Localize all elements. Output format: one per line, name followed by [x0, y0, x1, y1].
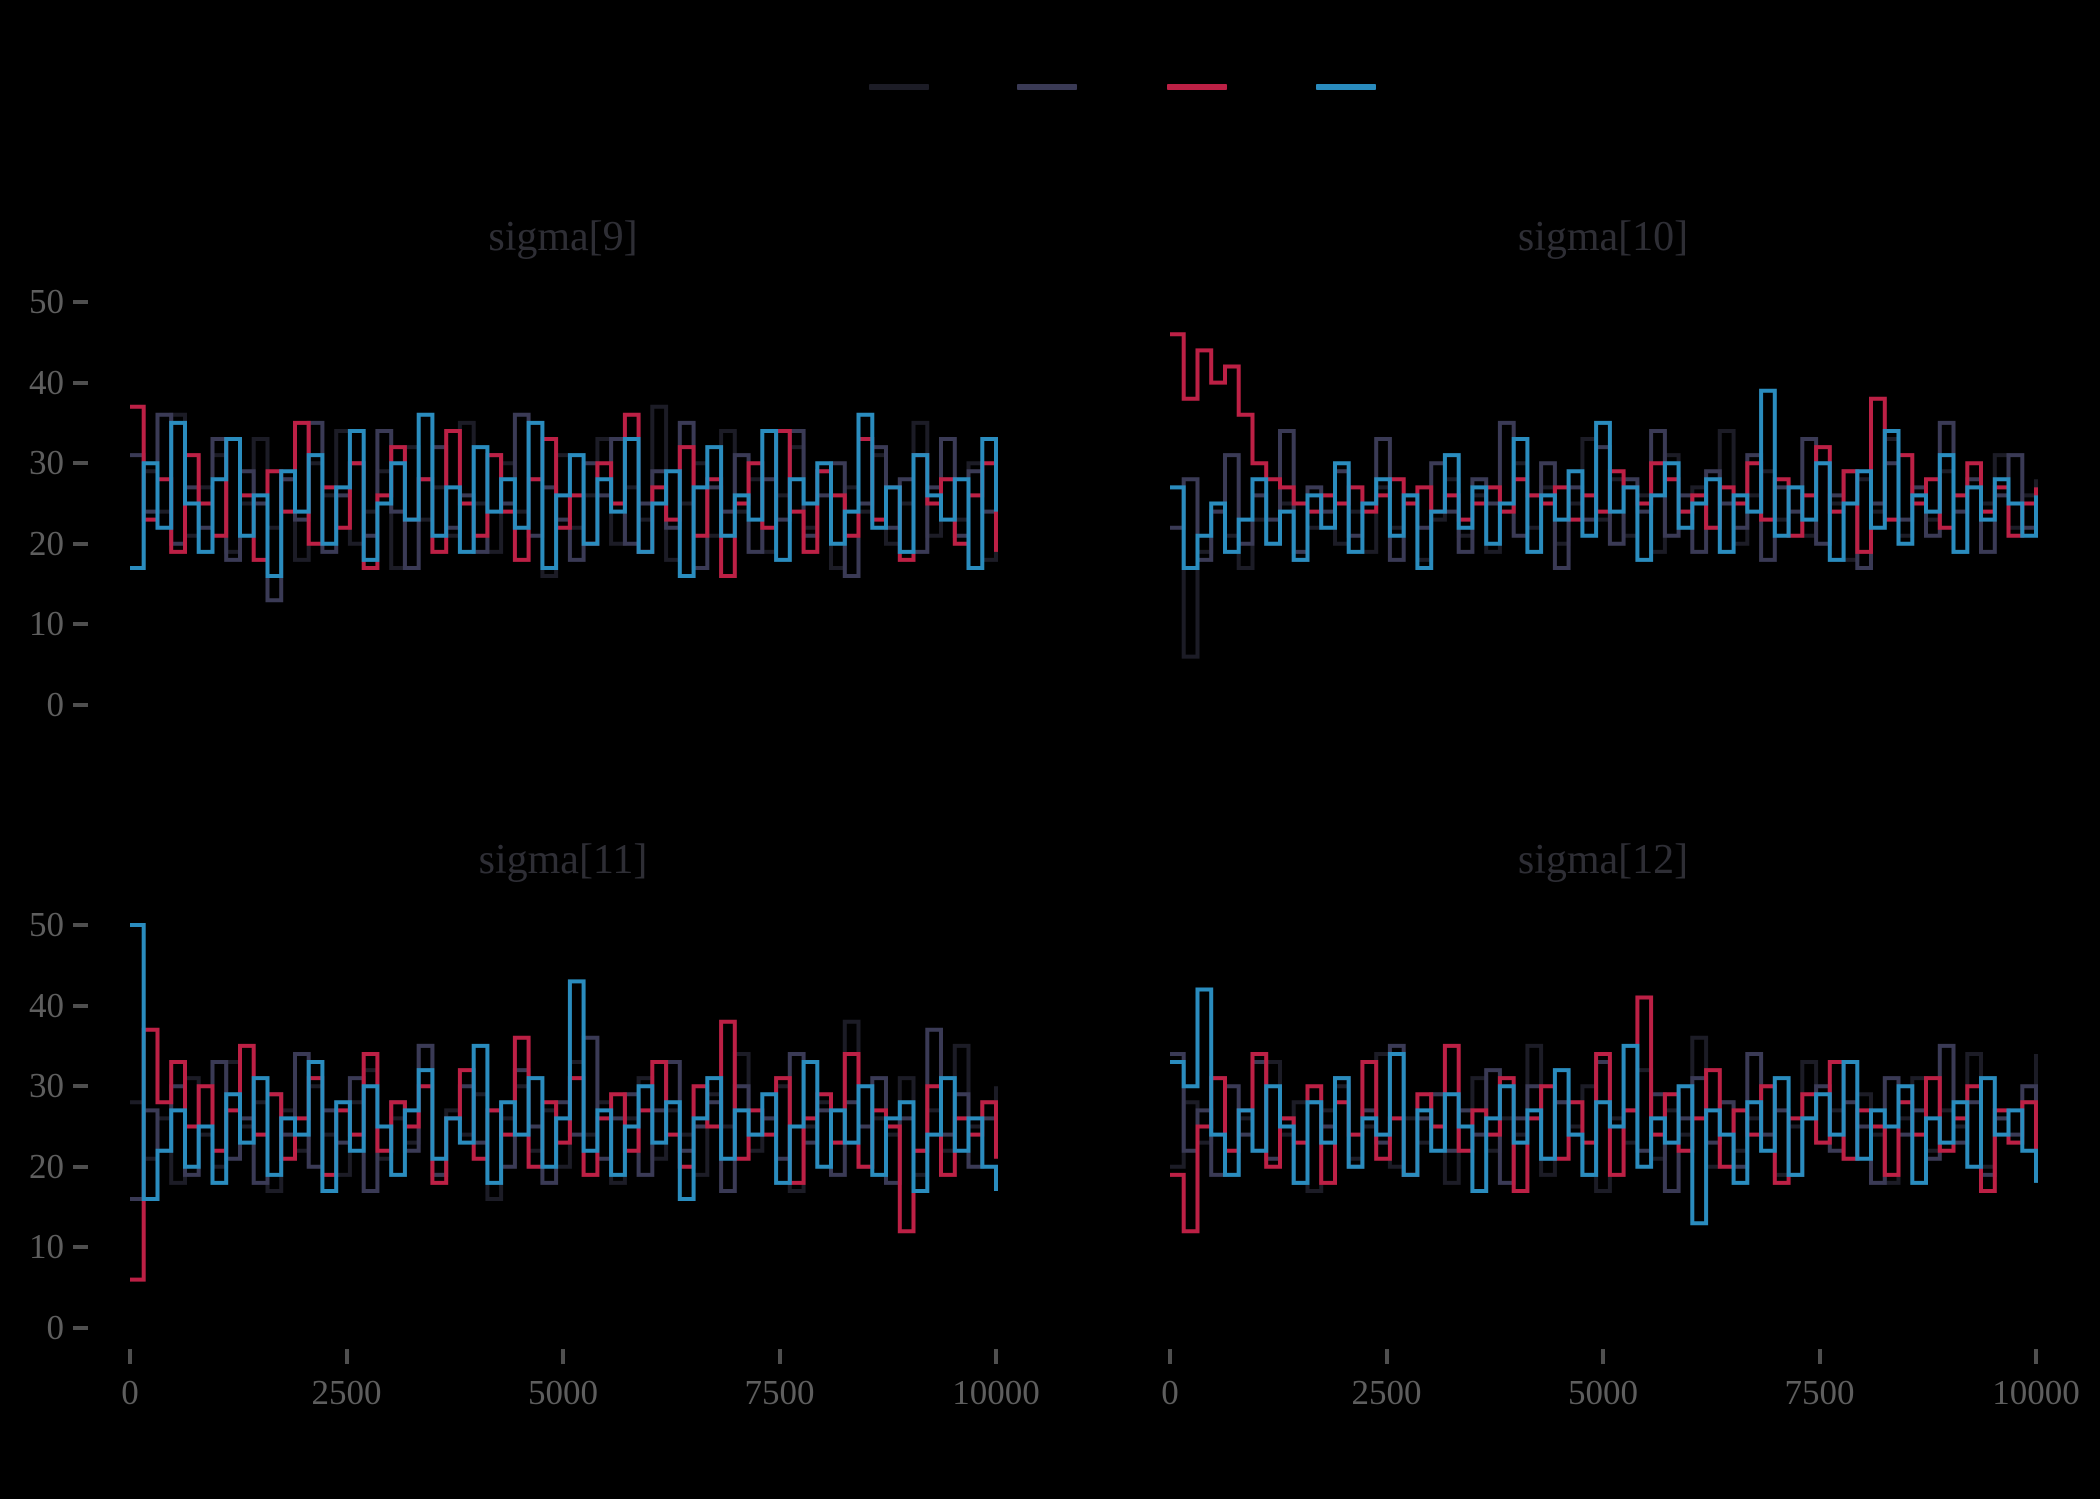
trace-line-chain-1: [1170, 1035, 2038, 1193]
x-axis-tick-mark: [777, 1349, 782, 1364]
trace-line-chain-4: [1170, 388, 2038, 570]
y-axis-tick-label: 50: [29, 282, 64, 321]
y-axis-tick-mark: [73, 1164, 88, 1169]
y-axis-tick-mark: [73, 703, 88, 707]
legend-swatch-chain-2-icon: [1017, 84, 1077, 90]
panel-title-sigma-11: sigma[11]: [478, 837, 648, 883]
y-axis-tick-mark: [73, 1245, 88, 1250]
y-axis-tick-label: 20: [29, 1146, 64, 1186]
trace-panel-sigma-11: [130, 923, 998, 1282]
trace-line-chain-4: [1170, 987, 2038, 1226]
x-axis-tick-mark: [1168, 1349, 1172, 1364]
x-axis-tick-mark: [2034, 1349, 2038, 1364]
y-axis-tick-label: 50: [29, 905, 64, 944]
legend-swatch-chain-3-icon: [1167, 84, 1227, 90]
y-axis-tick-mark: [73, 541, 88, 546]
y-axis-tick-mark: [73, 380, 88, 385]
y-axis-tick-label: 0: [46, 1308, 65, 1347]
legend-swatch-chain-4-icon: [1316, 84, 1376, 90]
legend-swatch-chain-1-icon: [869, 84, 929, 90]
y-axis-tick-label: 0: [46, 685, 65, 724]
trace-line-chain-1: [130, 1019, 998, 1201]
trace-line-chain-1: [130, 404, 998, 578]
y-axis-tick-mark: [73, 1084, 88, 1089]
trace-panel-sigma-12: [1170, 987, 2038, 1234]
x-axis-tick-label: 5000: [528, 1373, 598, 1412]
x-axis-tick-label: 7500: [1784, 1373, 1855, 1412]
x-axis-tick-label: 0: [1161, 1373, 1179, 1412]
panel-title-sigma-12: sigma[12]: [1517, 837, 1689, 883]
trace-line-chain-4: [130, 923, 998, 1201]
y-axis-tick-mark: [73, 461, 88, 466]
y-axis-tick-mark: [73, 923, 88, 927]
x-axis-tick-mark: [994, 1349, 998, 1364]
trace-line-chain-3: [130, 1019, 998, 1282]
x-axis-tick-label: 10000: [1992, 1373, 2080, 1412]
x-axis-tick-mark: [1817, 1349, 1822, 1364]
y-axis-tick-mark: [73, 1003, 88, 1008]
x-axis-tick-label: 5000: [1568, 1373, 1638, 1412]
x-axis-tick-mark: [128, 1349, 132, 1364]
trace-line-chain-2: [130, 412, 998, 603]
y-axis-tick-label: 40: [29, 362, 64, 402]
x-axis-tick-label: 10000: [952, 1373, 1040, 1412]
y-axis-tick-label: 30: [29, 443, 64, 483]
y-axis-tick-mark: [73, 1326, 88, 1330]
x-axis-tick-mark: [561, 1349, 565, 1364]
x-axis-tick-label: 2500: [311, 1373, 382, 1412]
y-axis-tick-mark: [73, 300, 88, 304]
trace-line-chain-2: [1170, 420, 2038, 570]
trace-line-chain-4: [130, 412, 998, 578]
trace-panel-sigma-10: [1170, 332, 2038, 659]
trace-panel-sigma-9: [130, 404, 998, 603]
x-axis-tick-label: 0: [121, 1373, 139, 1412]
x-axis-tick-mark: [344, 1349, 349, 1364]
trace-line-chain-3: [130, 404, 998, 578]
panel-title-sigma-9: sigma[9]: [488, 214, 638, 260]
panel-title-sigma-10: sigma[10]: [1517, 214, 1689, 260]
x-axis-tick-label: 7500: [744, 1373, 815, 1412]
x-axis-tick-mark: [1384, 1349, 1389, 1364]
x-axis-tick-mark: [1601, 1349, 1605, 1364]
trace-line-chain-2: [130, 1027, 998, 1201]
trace-line-chain-3: [1170, 995, 2038, 1234]
y-axis-tick-label: 20: [29, 523, 64, 563]
y-axis-tick-label: 10: [29, 1227, 64, 1267]
y-axis-tick-label: 30: [29, 1066, 64, 1106]
y-axis-tick-label: 10: [29, 604, 64, 644]
y-axis-tick-mark: [73, 622, 88, 627]
x-axis-tick-label: 2500: [1351, 1373, 1422, 1412]
y-axis-tick-label: 40: [29, 985, 64, 1025]
